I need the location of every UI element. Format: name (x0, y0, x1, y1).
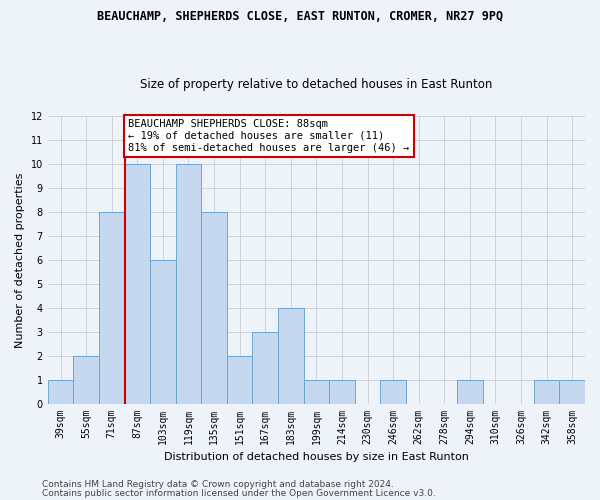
Text: BEAUCHAMP SHEPHERDS CLOSE: 88sqm
← 19% of detached houses are smaller (11)
81% o: BEAUCHAMP SHEPHERDS CLOSE: 88sqm ← 19% o… (128, 120, 410, 152)
Title: Size of property relative to detached houses in East Runton: Size of property relative to detached ho… (140, 78, 493, 91)
Text: Contains HM Land Registry data © Crown copyright and database right 2024.: Contains HM Land Registry data © Crown c… (42, 480, 394, 489)
Bar (227, 356, 253, 404)
Bar (48, 380, 73, 404)
Bar (457, 380, 482, 404)
Bar (99, 212, 125, 404)
Bar (329, 380, 355, 404)
Bar (125, 164, 150, 404)
Bar (380, 380, 406, 404)
Bar (253, 332, 278, 404)
Bar (559, 380, 585, 404)
X-axis label: Distribution of detached houses by size in East Runton: Distribution of detached houses by size … (164, 452, 469, 462)
Bar (534, 380, 559, 404)
Text: Contains public sector information licensed under the Open Government Licence v3: Contains public sector information licen… (42, 488, 436, 498)
Bar (176, 164, 201, 404)
Bar (304, 380, 329, 404)
Text: BEAUCHAMP, SHEPHERDS CLOSE, EAST RUNTON, CROMER, NR27 9PQ: BEAUCHAMP, SHEPHERDS CLOSE, EAST RUNTON,… (97, 10, 503, 23)
Bar (201, 212, 227, 404)
Y-axis label: Number of detached properties: Number of detached properties (15, 172, 25, 348)
Bar (73, 356, 99, 404)
Bar (278, 308, 304, 404)
Bar (150, 260, 176, 404)
